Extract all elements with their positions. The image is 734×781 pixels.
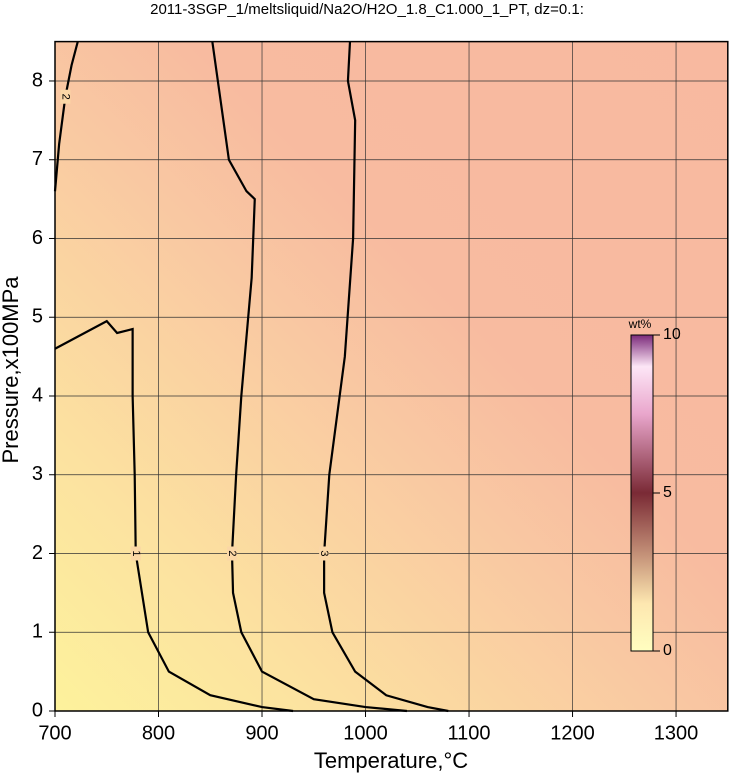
colorbar-label: wt% bbox=[628, 317, 652, 331]
y-tick-label: 8 bbox=[32, 69, 43, 91]
frame bbox=[54, 40, 729, 712]
y-tick-label: 3 bbox=[32, 463, 43, 485]
contour-label-bg bbox=[60, 89, 71, 104]
colorbar-tick-label: 5 bbox=[663, 484, 672, 501]
x-axis-label: Temperature,°C bbox=[314, 748, 468, 773]
x-tick-label: 1000 bbox=[343, 722, 388, 744]
colorbar-tick-label: 0 bbox=[663, 642, 672, 659]
contour-label-bg bbox=[226, 546, 237, 561]
y-tick-label: 0 bbox=[32, 699, 43, 721]
x-tick-label: 1100 bbox=[448, 722, 491, 744]
colorbar-tick-label: 10 bbox=[663, 326, 681, 343]
x-tick-label: 1200 bbox=[550, 722, 595, 744]
field bbox=[55, 41, 728, 712]
contour-label: 2 bbox=[59, 94, 71, 100]
contour-label-bg bbox=[130, 546, 141, 561]
contour-label: 3 bbox=[318, 550, 330, 556]
x-tick-label: 900 bbox=[245, 722, 278, 744]
x-tick-label: 700 bbox=[38, 722, 71, 744]
y-tick-label: 5 bbox=[32, 306, 43, 328]
y-tick-label: 1 bbox=[32, 621, 43, 643]
y-tick-label: 7 bbox=[32, 148, 43, 170]
contour-label-bg bbox=[319, 546, 330, 561]
contour-label: 2 bbox=[226, 550, 238, 556]
chart-title: 2011-3SGP_1/meltsliquid/Na2O/H2O_1.8_C1.… bbox=[150, 1, 584, 18]
contour-line bbox=[211, 41, 408, 713]
x-tick-label: 1300 bbox=[654, 722, 699, 744]
x-tick-label: 800 bbox=[142, 722, 175, 744]
colorbar bbox=[630, 334, 654, 652]
y-tick-label: 4 bbox=[32, 384, 43, 406]
y-tick-label: 6 bbox=[32, 227, 43, 249]
y-axis-label: Pressure,x100MPa bbox=[0, 276, 23, 464]
y-tick-label: 2 bbox=[32, 542, 43, 564]
contour-label: 1 bbox=[130, 550, 142, 556]
contour-line bbox=[54, 319, 294, 713]
